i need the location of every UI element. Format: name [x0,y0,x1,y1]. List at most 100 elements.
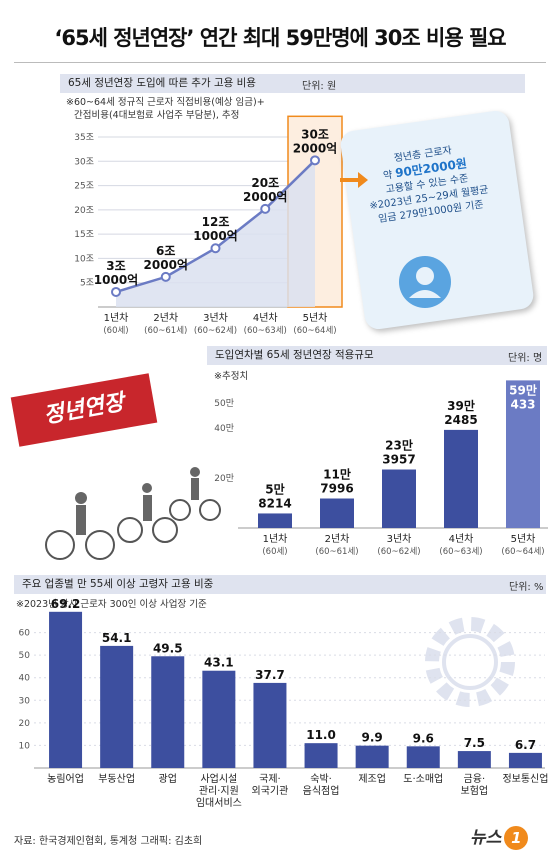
y-tick-label: 20조 [74,206,94,216]
x-tick-label: 광업 [159,772,177,785]
x-tick-label: 보험업 [461,784,489,797]
data-label-bottom: 1000억 [193,229,237,243]
data-label-bottom: 3957 [382,453,415,467]
data-label-top: 23만 [385,438,413,453]
data-point [310,155,320,166]
area-fill [116,160,315,307]
news1-logo: 뉴스 1 [470,823,529,850]
data-point [111,286,121,297]
bar [506,380,540,528]
industry-chart-note: ※2023년 상시 근로자 300인 이상 사업장 기준 [16,599,207,610]
title-divider [14,62,546,63]
data-label: 9.6 [413,731,434,745]
data-label-top: 20조 [251,176,279,190]
industry-chart-title: 주요 업종별 만 55세 이상 고령자 고용 비중 [22,578,214,590]
data-label: 9.9 [362,731,383,745]
bar [444,429,478,528]
data-label: 37.7 [255,668,285,682]
x-tick-sublabel: (60세) [103,326,128,336]
y-tick-label: 40 [19,674,31,684]
data-label-bottom: 2000억 [144,258,188,272]
data-label: 69.2 [51,597,81,611]
x-tick-sublabel: (60~61세) [144,326,187,336]
scale-chart-title: 도입연차별 65세 정년연장 적용규모 [215,349,374,361]
x-tick-label: 농림어업 [47,772,84,785]
logo-text: 뉴스 [470,828,502,848]
bar [320,498,354,528]
bar [382,469,416,528]
y-tick-label: 60 [19,629,31,639]
y-tick-label: 50 [19,651,31,661]
cost-chart-note-1: ※60~64세 정규직 근로자 직접비용(예상 임금)+ [66,97,265,108]
x-tick-label: 임대서비스 [196,796,242,809]
bar [151,656,185,768]
x-tick-label: 도·소매업 [403,772,443,785]
cost-chart-unit: 단위: 원 [302,81,337,92]
cost-chart-header: 65세 정년연장 도입에 따른 추가 고용 비용 [60,74,525,93]
data-label-top: 11만 [323,467,351,482]
y-tick-label: 5조 [80,279,94,289]
y-tick-label: 20만 [214,473,234,484]
y-tick-label: 15조 [74,230,94,240]
x-tick-label: 정보통신업 [502,772,548,785]
bar [304,743,338,768]
x-tick-sublabel: (60~64세) [293,326,336,336]
y-tick-label: 25조 [74,182,94,192]
x-tick-label: 2년차 [153,312,178,324]
x-tick-label: 금융· [464,773,486,785]
bar [508,752,542,768]
data-label: 49.5 [153,641,183,655]
logo-mark: 1 [504,826,529,850]
y-tick-label: 10 [19,741,31,751]
bar [457,751,491,768]
y-tick-label: 35조 [74,133,94,143]
arrow-icon [340,172,368,188]
gear-icon [425,617,515,707]
x-tick-sublabel: (60~62세) [194,326,237,336]
data-label-top: 39만 [447,398,475,413]
data-label-top: 30조 [301,127,329,141]
x-tick-label: 제조업 [358,772,386,785]
x-tick-label: 1년차 [104,312,129,324]
data-label-top: 59만 [509,382,537,397]
x-tick-sublabel: (60~61세) [315,547,358,557]
x-tick-sublabel: (60세) [262,547,287,557]
cost-chart-note-2: 간접비용(4대보험료 사업주 부담분), 추정 [74,110,240,121]
data-point [160,271,171,282]
data-point [260,203,271,214]
industry-chart-header: 주요 업종별 만 55세 이상 고령자 고용 비중 [14,575,546,594]
x-tick-label: 외국기관 [252,785,289,797]
y-tick-label: 30조 [74,157,94,167]
x-tick-label: 숙박· [310,773,332,785]
data-label-bottom: 2000억 [243,190,287,204]
data-label: 54.1 [102,631,132,645]
data-label-bottom: 8214 [258,496,291,510]
bar [406,746,440,768]
y-tick-label: 20 [19,719,31,729]
x-tick-sublabel: (60~63세) [439,547,482,557]
scale-chart-unit: 단위: 명 [508,353,543,364]
x-tick-label: 1년차 [263,533,288,545]
data-point [210,243,221,254]
y-tick-label: 50만 [214,398,234,409]
data-label-bottom: 1000억 [94,273,138,287]
x-tick-label: 3년차 [387,533,412,545]
x-tick-sublabel: (60~64세) [501,547,544,557]
x-tick-label: 사업시설 [200,772,237,785]
x-tick-label: 5년차 [511,533,536,545]
y-tick-label: 30 [19,696,31,706]
data-label-bottom: 2000억 [293,141,337,155]
x-tick-label: 음식점업 [303,784,340,797]
x-tick-label: 3년차 [203,312,228,324]
bar [202,670,236,768]
page-title: ‘65세 정년연장’ 연간 최대 59만명에 30조 비용 필요 [54,26,506,50]
scale-chart-note: ※추정치 [214,371,249,382]
data-label-top: 12조 [202,215,230,229]
data-label-bottom: 7996 [320,482,353,496]
data-label: 6.7 [515,738,536,752]
data-label-top: 6조 [156,244,175,258]
y-tick-label: 10조 [74,254,94,264]
cost-chart-title: 65세 정년연장 도입에 따른 추가 고용 비용 [68,77,256,89]
